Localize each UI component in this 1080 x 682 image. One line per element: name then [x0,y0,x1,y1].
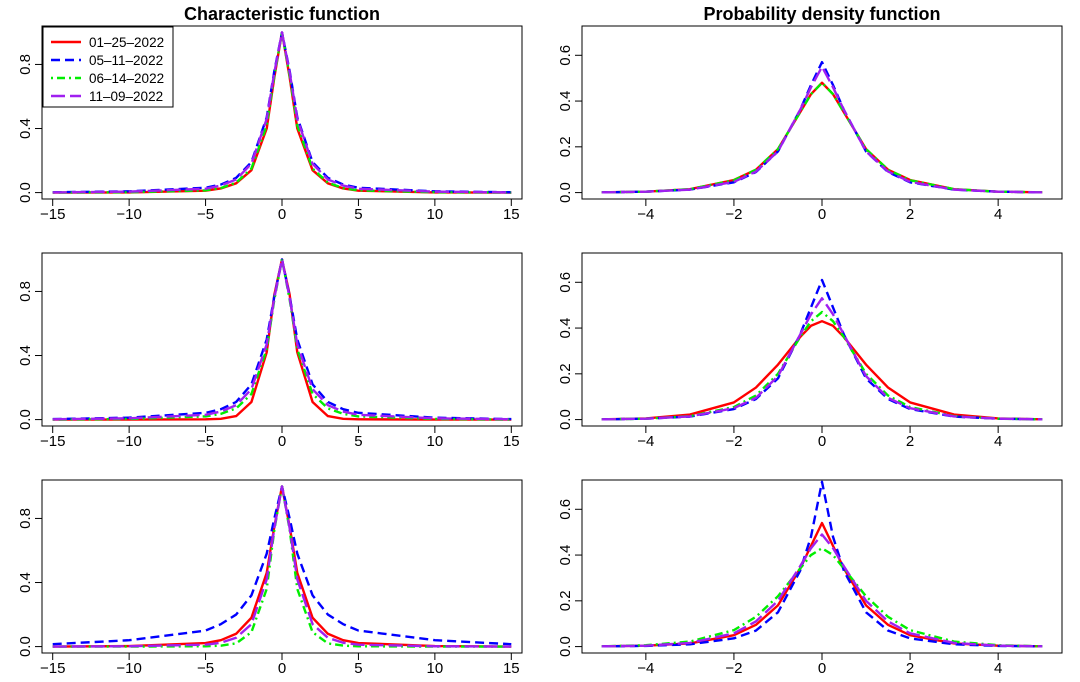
y-tick-label: 0.4 [557,318,574,339]
x-tick-label: 15 [503,206,520,223]
plot-frame [41,479,523,654]
legend-label: 11–09–2022 [89,89,163,104]
y-tick-label: 0.0 [557,636,574,657]
x-tick-label: −15 [40,433,65,450]
panel-2: −4 −2 0 2 4 0.0 0.2 0.4 0.6 [557,25,1063,223]
panels: −15 −10 −5 0 5 10 15 0.0 0.4 0.8 −4 −2 0 2 4 0.0 0.2 0.4 0… [17,25,1063,677]
x-tick-label: 5 [354,660,362,677]
x-tick-label: −2 [725,433,742,450]
x-tick-label: 2 [906,433,914,450]
x-tick-label: −15 [40,660,65,677]
legend-label: 06–14–2022 [89,71,164,86]
x-tick-label: 10 [427,206,444,223]
y-tick-label: 0.2 [557,136,574,157]
legend-box [42,26,174,108]
y-tick-label: 0.6 [557,272,574,293]
x-tick-label: −10 [116,433,141,450]
y-tick-label: 0.4 [557,545,574,566]
y-tick-label: 0.4 [17,345,34,366]
x-tick-label: −4 [637,660,654,677]
series-line-05-11-2022 [52,258,512,421]
x-tick-label: −10 [116,660,141,677]
series-line-11-09-2022 [601,533,1043,648]
y-tick-label: 0.8 [17,54,34,75]
y-tick-label: 0.0 [17,182,34,203]
panel-6: −4 −2 0 2 4 0.0 0.2 0.4 0.6 [557,479,1063,677]
series-line-06-14-2022 [52,31,512,194]
x-tick-label: 15 [503,660,520,677]
x-tick-label: 4 [994,660,1002,677]
y-tick-label: 0.4 [557,91,574,112]
series-line-11-09-2022 [601,297,1043,421]
plot-frame [41,252,523,427]
legend-label: 05–11–2022 [89,53,163,68]
series-line-01-25-2022 [52,258,512,421]
plot-frame [581,479,1063,654]
x-tick-label: −5 [197,433,214,450]
y-tick-label: 0.4 [17,118,34,139]
y-tick-label: 0.2 [557,590,574,611]
x-tick-label: −2 [725,206,742,223]
x-tick-label: 2 [906,206,914,223]
series-line-06-14-2022 [601,310,1043,421]
y-tick-label: 0.4 [17,572,34,593]
x-tick-label: 0 [818,206,826,223]
x-tick-label: −10 [116,206,141,223]
y-tick-label: 0.6 [557,45,574,66]
x-tick-label: 10 [427,660,444,677]
x-tick-label: 5 [354,433,362,450]
series-line-11-09-2022 [52,31,512,194]
x-tick-label: −2 [725,660,742,677]
y-tick-label: 0.8 [17,508,34,529]
x-tick-label: 0 [818,433,826,450]
series-line-06-14-2022 [601,546,1043,648]
y-tick-label: 0.2 [557,363,574,384]
series-line-05-11-2022 [601,278,1043,421]
y-tick-label: 0.0 [557,182,574,203]
series-line-01-25-2022 [601,521,1043,648]
series-line-01-25-2022 [601,81,1043,194]
series-line-01-25-2022 [52,485,512,648]
panel-5: −15 −10 −5 0 5 10 15 0.0 0.4 0.8 [17,479,523,677]
series-line-06-14-2022 [52,485,512,648]
x-tick-label: 4 [994,433,1002,450]
legend: 01–25–2022 05–11–2022 06–14–2022 11–09–2022 [42,26,174,108]
plot-frame [581,25,1063,200]
series-line-11-09-2022 [52,485,512,648]
column-title-characteristic-function: Characteristic function [184,4,380,24]
y-tick-label: 0.0 [17,636,34,657]
y-tick-label: 0.8 [17,281,34,302]
x-tick-label: 10 [427,433,444,450]
x-tick-label: 5 [354,206,362,223]
legend-label: 01–25–2022 [89,35,164,50]
x-tick-label: 0 [818,660,826,677]
panel-3: −15 −10 −5 0 5 10 15 0.0 0.4 0.8 [17,252,523,450]
x-tick-label: −4 [637,433,654,450]
x-tick-label: −5 [197,206,214,223]
x-tick-label: −5 [197,660,214,677]
series-line-11-09-2022 [601,65,1043,194]
x-tick-label: −15 [40,206,65,223]
x-tick-label: 0 [278,206,286,223]
x-tick-label: −4 [637,206,654,223]
column-title-probability-density-function: Probability density function [703,4,940,24]
panel-1: −15 −10 −5 0 5 10 15 0.0 0.4 0.8 [17,25,523,223]
x-tick-label: 4 [994,206,1002,223]
x-tick-label: 15 [503,433,520,450]
panel-4: −4 −2 0 2 4 0.0 0.2 0.4 0.6 [557,252,1063,450]
x-tick-label: 0 [278,433,286,450]
x-tick-label: 0 [278,660,286,677]
series-line-01-25-2022 [601,319,1043,421]
series-line-06-14-2022 [601,81,1043,194]
series-line-05-11-2022 [52,485,512,646]
series-line-06-14-2022 [52,258,512,421]
x-tick-label: 2 [906,660,914,677]
y-tick-label: 0.0 [17,409,34,430]
series-line-11-09-2022 [52,258,512,421]
y-tick-label: 0.6 [557,499,574,520]
series-line-05-11-2022 [601,480,1043,648]
y-tick-label: 0.0 [557,409,574,430]
